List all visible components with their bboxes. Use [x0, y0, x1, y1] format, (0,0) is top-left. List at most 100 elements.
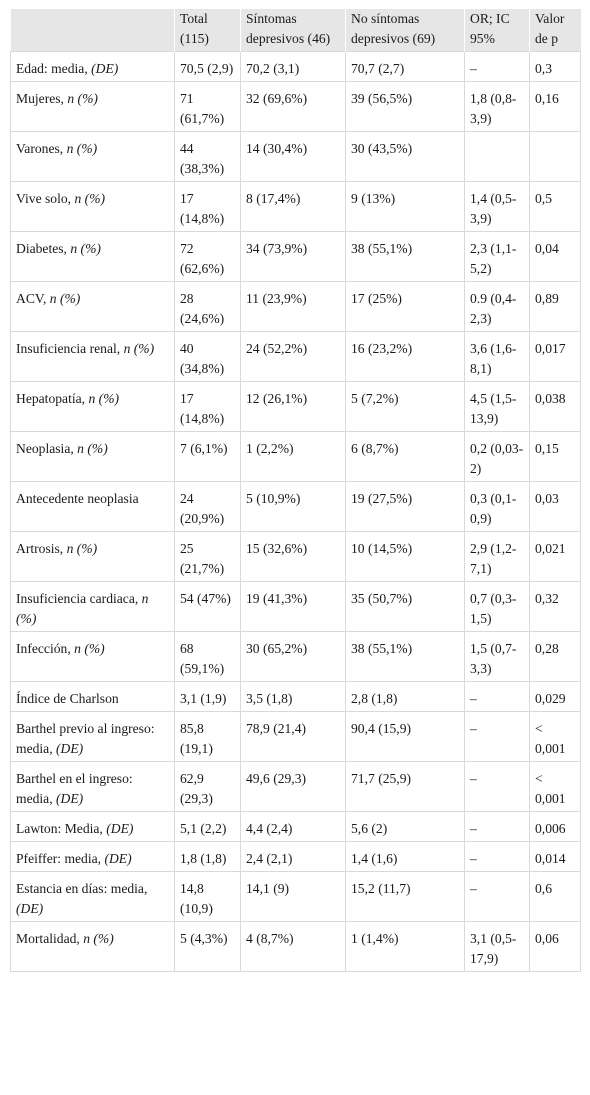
row-label-cell: Diabetes, n (%) — [10, 231, 175, 282]
table-cell: 0,038 — [529, 381, 581, 432]
table-cell: 19 (41,3%) — [240, 581, 346, 632]
row-label-unit: n (%) — [49, 291, 81, 306]
table-row: Insuficiencia renal, n (%) 40 (34,8%) 24 (… — [10, 331, 581, 382]
table-cell: – — [464, 711, 530, 762]
table-row: Edad: media, (DE) 70,5 (2,9) 70,2 (3,1) 70,… — [10, 51, 581, 82]
table-row: Infección, n (%) 68 (59,1%) 30 (65,2%) 38 (… — [10, 631, 581, 682]
table-cell: 0,021 — [529, 531, 581, 582]
row-label: Mortalidad, — [16, 931, 84, 946]
row-label-unit: n (%) — [83, 931, 114, 946]
row-label: Edad: media, — [16, 61, 92, 76]
table-cell: 0,014 — [529, 841, 581, 872]
row-label-unit: n (%) — [16, 591, 149, 626]
column-header: OR; IC 95% — [464, 9, 530, 52]
table-cell: – — [464, 841, 530, 872]
row-label: Neoplasia, — [16, 441, 78, 456]
table-cell: 0,029 — [529, 681, 581, 712]
row-label-cell: Hepatopatía, n (%) — [10, 381, 175, 432]
table-cell: 4,4 (2,4) — [240, 811, 346, 842]
row-label-cell: Mortalidad, n (%) — [10, 921, 175, 972]
table-cell: 5 (7,2%) — [345, 381, 465, 432]
table-cell: 25 (21,7%) — [174, 531, 241, 582]
table-cell: 71 (61,7%) — [174, 81, 241, 132]
table-cell: 17 (14,8%) — [174, 181, 241, 232]
row-label-unit: n (%) — [88, 391, 120, 406]
table-cell: 3,6 (1,6-8,1) — [464, 331, 530, 382]
table-cell: 72 (62,6%) — [174, 231, 241, 282]
row-label-unit: n (%) — [123, 341, 155, 356]
table-cell: 28 (24,6%) — [174, 281, 241, 332]
table-body: Edad: media, (DE) 70,5 (2,9) 70,2 (3,1) 70,… — [10, 51, 581, 972]
table-row: Hepatopatía, n (%) 17 (14,8%) 12 (26,1%) 5 … — [10, 381, 581, 432]
table-cell: 5 (4,3%) — [174, 921, 241, 972]
row-label-unit: (DE) — [56, 791, 84, 806]
row-label: Pfeiffer: media, — [16, 851, 105, 866]
table-cell: 0,15 — [529, 431, 581, 482]
table-cell: 85,8 (19,1) — [174, 711, 241, 762]
table-cell: 15 (32,6%) — [240, 531, 346, 582]
row-label: Vive solo, — [16, 191, 75, 206]
table-cell: 24 (52,2%) — [240, 331, 346, 382]
table-cell: 17 (14,8%) — [174, 381, 241, 432]
table-row: Pfeiffer: media, (DE) 1,8 (1,8) 2,4 (2,1) 1… — [10, 841, 581, 872]
row-label: Mujeres, — [16, 91, 68, 106]
table-cell: 17 (25%) — [345, 281, 465, 332]
row-label-cell: Artrosis, n (%) — [10, 531, 175, 582]
row-label-unit: n (%) — [74, 191, 106, 206]
table-cell: < 0,001 — [529, 711, 581, 762]
row-label: Estancia en días: media, — [16, 881, 148, 896]
row-label: Hepatopatía, — [16, 391, 89, 406]
table-cell — [464, 131, 530, 182]
row-label-cell: Infección, n (%) — [10, 631, 175, 682]
table-row: Barthel previo al ingreso: media, (DE) 85… — [10, 711, 581, 762]
row-label-cell: ACV, n (%) — [10, 281, 175, 332]
table-cell: 19 (27,5%) — [345, 481, 465, 532]
table-cell: 35 (50,7%) — [345, 581, 465, 632]
table-cell: 38 (55,1%) — [345, 231, 465, 282]
row-label-unit: n (%) — [66, 141, 98, 156]
table-cell: 0,28 — [529, 631, 581, 682]
table-cell: 14,8 (10,9) — [174, 871, 241, 922]
table-cell: 1,5 (0,7-3,3) — [464, 631, 530, 682]
row-label-unit: (DE) — [56, 741, 84, 756]
row-label-unit: (DE) — [104, 851, 132, 866]
row-label-cell: Insuficiencia cardiaca, n (%) — [10, 581, 175, 632]
table-cell: 3,1 (1,9) — [174, 681, 241, 712]
table-cell: – — [464, 811, 530, 842]
table-cell: 49,6 (29,3) — [240, 761, 346, 812]
table-cell — [529, 131, 581, 182]
table-cell: 71,7 (25,9) — [345, 761, 465, 812]
row-label-cell: Vive solo, n (%) — [10, 181, 175, 232]
column-header: Síntomas depresivos (46) — [240, 9, 346, 52]
table-row: Insuficiencia cardiaca, n (%) 54 (47%) 19 … — [10, 581, 581, 632]
row-label-cell: Insuficiencia renal, n (%) — [10, 331, 175, 382]
table-cell: 3,5 (1,8) — [240, 681, 346, 712]
row-label-cell: Edad: media, (DE) — [10, 51, 175, 82]
table-cell: 68 (59,1%) — [174, 631, 241, 682]
column-header: Total (115) — [174, 9, 241, 52]
table-cell: 39 (56,5%) — [345, 81, 465, 132]
row-label: Insuficiencia renal, — [16, 341, 124, 356]
table-row: Mujeres, n (%) 71 (61,7%) 32 (69,6%) 39 (56… — [10, 81, 581, 132]
table-cell: 0,5 — [529, 181, 581, 232]
table-cell: 0.9 (0,4-2,3) — [464, 281, 530, 332]
table-cell: 0,6 — [529, 871, 581, 922]
column-header: No síntomas depresivos (69) — [345, 9, 465, 52]
table-row: Índice de Charlson 3,1 (1,9) 3,5 (1,8) 2,8 … — [10, 681, 581, 712]
table-cell: 0,017 — [529, 331, 581, 382]
table-cell: 2,3 (1,1-5,2) — [464, 231, 530, 282]
table-cell: 0,006 — [529, 811, 581, 842]
table-row: Varones, n (%) 44 (38,3%) 14 (30,4%) 30 (43… — [10, 131, 581, 182]
table-cell: 0,16 — [529, 81, 581, 132]
table-cell: 24 (20,9%) — [174, 481, 241, 532]
table-cell: 10 (14,5%) — [345, 531, 465, 582]
table-cell: 11 (23,9%) — [240, 281, 346, 332]
table-row: Estancia en días: media, (DE) 14,8 (10,9)… — [10, 871, 581, 922]
row-label-cell: Índice de Charlson — [10, 681, 175, 712]
row-label: Diabetes, — [16, 241, 71, 256]
table-cell: 34 (73,9%) — [240, 231, 346, 282]
table-cell: 3,1 (0,5-17,9) — [464, 921, 530, 972]
table-cell: – — [464, 51, 530, 82]
table-cell: 38 (55,1%) — [345, 631, 465, 682]
table-cell: – — [464, 681, 530, 712]
